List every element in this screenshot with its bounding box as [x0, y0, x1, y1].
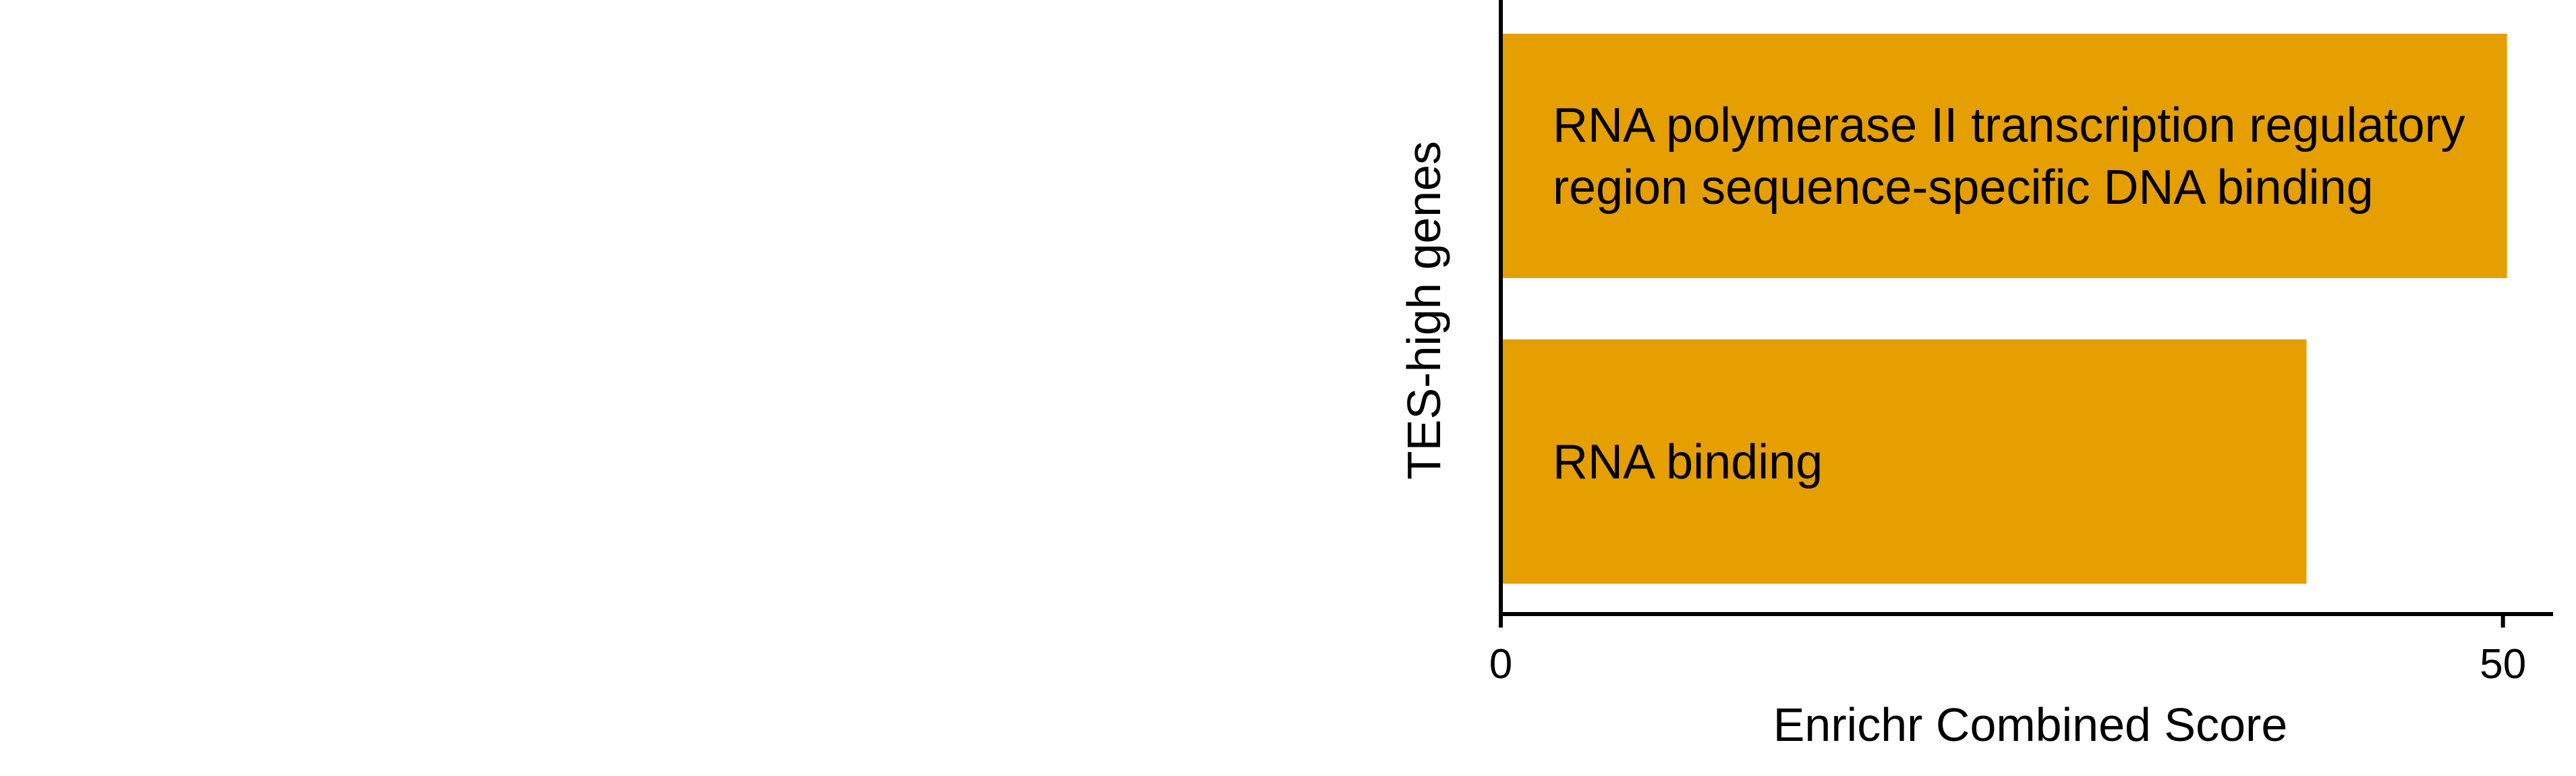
- bar-label-0: RNA polymerase II transcription regulato…: [1553, 99, 2465, 215]
- bar-label-1-line-0: RNA binding: [1553, 435, 1823, 489]
- bar-1: [1501, 339, 2307, 584]
- bar-label-1: RNA binding: [1553, 435, 1823, 489]
- bar-0: [1501, 34, 2507, 278]
- x-tick-label-1: 50: [2480, 641, 2526, 688]
- x-axis-title: Enrichr Combined Score: [1773, 698, 2288, 751]
- x-tick-label-0: 0: [1489, 641, 1512, 688]
- bar-labels-layer: RNA polymerase II transcription regulato…: [1553, 99, 2465, 489]
- bar-label-0-line-0: RNA polymerase II transcription regulato…: [1553, 99, 2465, 153]
- bars-layer: [1501, 34, 2507, 584]
- y-axis-title: TES-high genes: [1398, 141, 1450, 480]
- x-ticks-layer: 0 50: [1489, 614, 2526, 688]
- bar-label-0-line-1: region sequence-specific DNA binding: [1553, 161, 2374, 215]
